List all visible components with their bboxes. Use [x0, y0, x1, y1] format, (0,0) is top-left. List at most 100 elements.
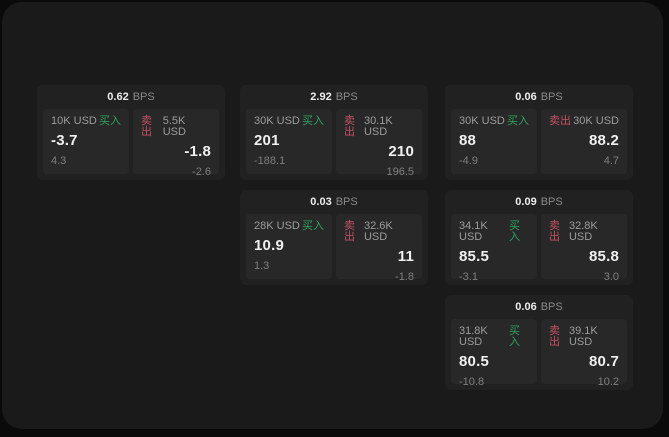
sell-side-label: 卖出 [141, 115, 152, 138]
quote-card-4: 0.03 BPS 28K USD 买入 10.9 1.3 卖出 32.6K US… [240, 190, 428, 285]
sell-panel[interactable]: 卖出 39.1K USD 80.7 10.2 [541, 319, 627, 388]
buy-panel[interactable]: 31.8K USD 买入 80.5 -10.8 [451, 319, 537, 388]
sell-panel[interactable]: 卖出 30K USD 88.2 4.7 [541, 109, 627, 174]
sell-label-row: 卖出 30K USD [549, 116, 619, 127]
bps-value: 0.06 [515, 90, 537, 103]
bps-value: 0.03 [310, 195, 332, 208]
sell-change: -1.8 [395, 271, 414, 283]
buy-side-label: 买入 [509, 325, 521, 348]
buy-side-label: 买入 [99, 115, 121, 127]
bps-header: 0.06 BPS [451, 295, 627, 319]
quote-card-body: 28K USD 买入 10.9 1.3 卖出 32.6K USD 11 -1.8 [246, 214, 422, 283]
buy-price: -3.7 [51, 132, 78, 149]
sell-label-row: 卖出 39.1K USD [549, 326, 619, 348]
bps-header: 0.62 BPS [43, 85, 219, 109]
buy-side-label: 买入 [302, 220, 324, 232]
sell-size-label: 39.1K USD [568, 325, 598, 348]
quote-card-2: 2.92 BPS 30K USD 买入 201 -188.1 卖出 30.1K … [240, 85, 428, 180]
quote-card-5: 0.09 BPS 34.1K USD 买入 85.5 -3.1 卖出 32.8K… [445, 190, 633, 285]
buy-change: 4.3 [51, 155, 67, 167]
sell-price: 11 [397, 248, 414, 265]
sell-label-row: 卖出 32.6K USD [344, 221, 414, 243]
sell-change: 196.5 [386, 166, 414, 178]
buy-label-row: 31.8K USD 买入 [459, 326, 529, 348]
quote-card-body: 34.1K USD 买入 85.5 -3.1 卖出 32.8K USD 85.8… [451, 214, 627, 283]
sell-panel[interactable]: 卖出 32.8K USD 85.8 3.0 [541, 214, 627, 283]
bps-unit-label: BPS [132, 90, 155, 103]
bps-unit-label: BPS [540, 195, 563, 208]
buy-size-label: 28K USD [254, 220, 300, 232]
sell-side-label: 卖出 [344, 220, 355, 243]
sell-price: 85.8 [589, 248, 619, 265]
quote-card-body: 30K USD 买入 201 -188.1 卖出 30.1K USD 210 1… [246, 109, 422, 178]
buy-size-label: 34.1K USD [459, 220, 488, 243]
sell-price: 80.7 [589, 353, 619, 370]
sell-change: -2.6 [192, 166, 211, 178]
sell-side-label: 卖出 [549, 115, 571, 127]
sell-label-row: 卖出 5.5K USD [141, 116, 211, 138]
buy-side-label: 买入 [509, 220, 521, 243]
quote-card-6: 0.06 BPS 31.8K USD 买入 80.5 -10.8 卖出 39.1… [445, 295, 633, 390]
buy-label-row: 28K USD 买入 [254, 221, 324, 232]
buy-size-label: 30K USD [459, 115, 505, 127]
bps-unit-label: BPS [335, 90, 358, 103]
sell-price: 88.2 [589, 132, 619, 149]
sell-size-label: 30K USD [573, 115, 619, 127]
sell-size-label: 32.8K USD [568, 220, 598, 243]
bps-unit-label: BPS [540, 90, 563, 103]
buy-size-label: 30K USD [254, 115, 300, 127]
buy-price: 80.5 [459, 353, 489, 370]
sell-change: 10.2 [597, 376, 619, 388]
sell-side-label: 卖出 [344, 115, 355, 138]
quote-card-3: 0.06 BPS 30K USD 买入 88 -4.9 卖出 30K USD [445, 85, 633, 180]
sell-label-row: 卖出 30.1K USD [344, 116, 414, 138]
sell-side-label: 卖出 [549, 220, 560, 243]
quote-card-1: 0.62 BPS 10K USD 买入 -3.7 4.3 卖出 5.5K USD [37, 85, 225, 180]
sell-size-label: 32.6K USD [363, 220, 393, 243]
buy-side-label: 买入 [507, 115, 529, 127]
buy-panel[interactable]: 28K USD 买入 10.9 1.3 [246, 214, 332, 279]
buy-panel[interactable]: 30K USD 买入 201 -188.1 [246, 109, 332, 174]
quote-card-body: 31.8K USD 买入 80.5 -10.8 卖出 39.1K USD 80.… [451, 319, 627, 388]
bps-value: 2.92 [310, 90, 332, 103]
quote-card-body: 30K USD 买入 88 -4.9 卖出 30K USD 88.2 4.7 [451, 109, 627, 174]
sell-change: 4.7 [603, 155, 619, 167]
buy-panel[interactable]: 10K USD 买入 -3.7 4.3 [43, 109, 129, 174]
buy-change: -3.1 [459, 271, 478, 283]
sell-panel[interactable]: 卖出 30.1K USD 210 196.5 [336, 109, 422, 178]
buy-price: 201 [254, 132, 280, 149]
buy-label-row: 30K USD 买入 [459, 116, 529, 127]
buy-panel[interactable]: 34.1K USD 买入 85.5 -3.1 [451, 214, 537, 283]
sell-panel[interactable]: 卖出 32.6K USD 11 -1.8 [336, 214, 422, 283]
sell-size-label: 30.1K USD [363, 115, 393, 138]
bps-header: 0.03 BPS [246, 190, 422, 214]
buy-price: 85.5 [459, 248, 489, 265]
sell-panel[interactable]: 卖出 5.5K USD -1.8 -2.6 [133, 109, 219, 178]
buy-price: 10.9 [254, 237, 284, 254]
buy-size-label: 31.8K USD [459, 325, 488, 348]
sell-size-label: 5.5K USD [162, 115, 186, 138]
buy-label-row: 30K USD 买入 [254, 116, 324, 127]
buy-label-row: 10K USD 买入 [51, 116, 121, 127]
sell-change: 3.0 [603, 271, 619, 283]
buy-change: -4.9 [459, 155, 478, 167]
buy-panel[interactable]: 30K USD 买入 88 -4.9 [451, 109, 537, 174]
buy-price: 88 [459, 132, 477, 149]
bps-header: 0.09 BPS [451, 190, 627, 214]
bps-value: 0.62 [107, 90, 129, 103]
quote-card-body: 10K USD 买入 -3.7 4.3 卖出 5.5K USD -1.8 -2.… [43, 109, 219, 178]
bps-value: 0.09 [515, 195, 537, 208]
bps-value: 0.06 [515, 300, 537, 313]
sell-side-label: 卖出 [549, 325, 560, 348]
bps-unit-label: BPS [540, 300, 563, 313]
bps-header: 2.92 BPS [246, 85, 422, 109]
buy-size-label: 10K USD [51, 115, 97, 127]
sell-price: 210 [388, 143, 414, 160]
buy-change: -188.1 [254, 155, 286, 167]
sell-label-row: 卖出 32.8K USD [549, 221, 619, 243]
app-panel: 0.62 BPS 10K USD 买入 -3.7 4.3 卖出 5.5K USD [2, 2, 663, 429]
buy-label-row: 34.1K USD 买入 [459, 221, 529, 243]
bps-header: 0.06 BPS [451, 85, 627, 109]
buy-side-label: 买入 [302, 115, 324, 127]
